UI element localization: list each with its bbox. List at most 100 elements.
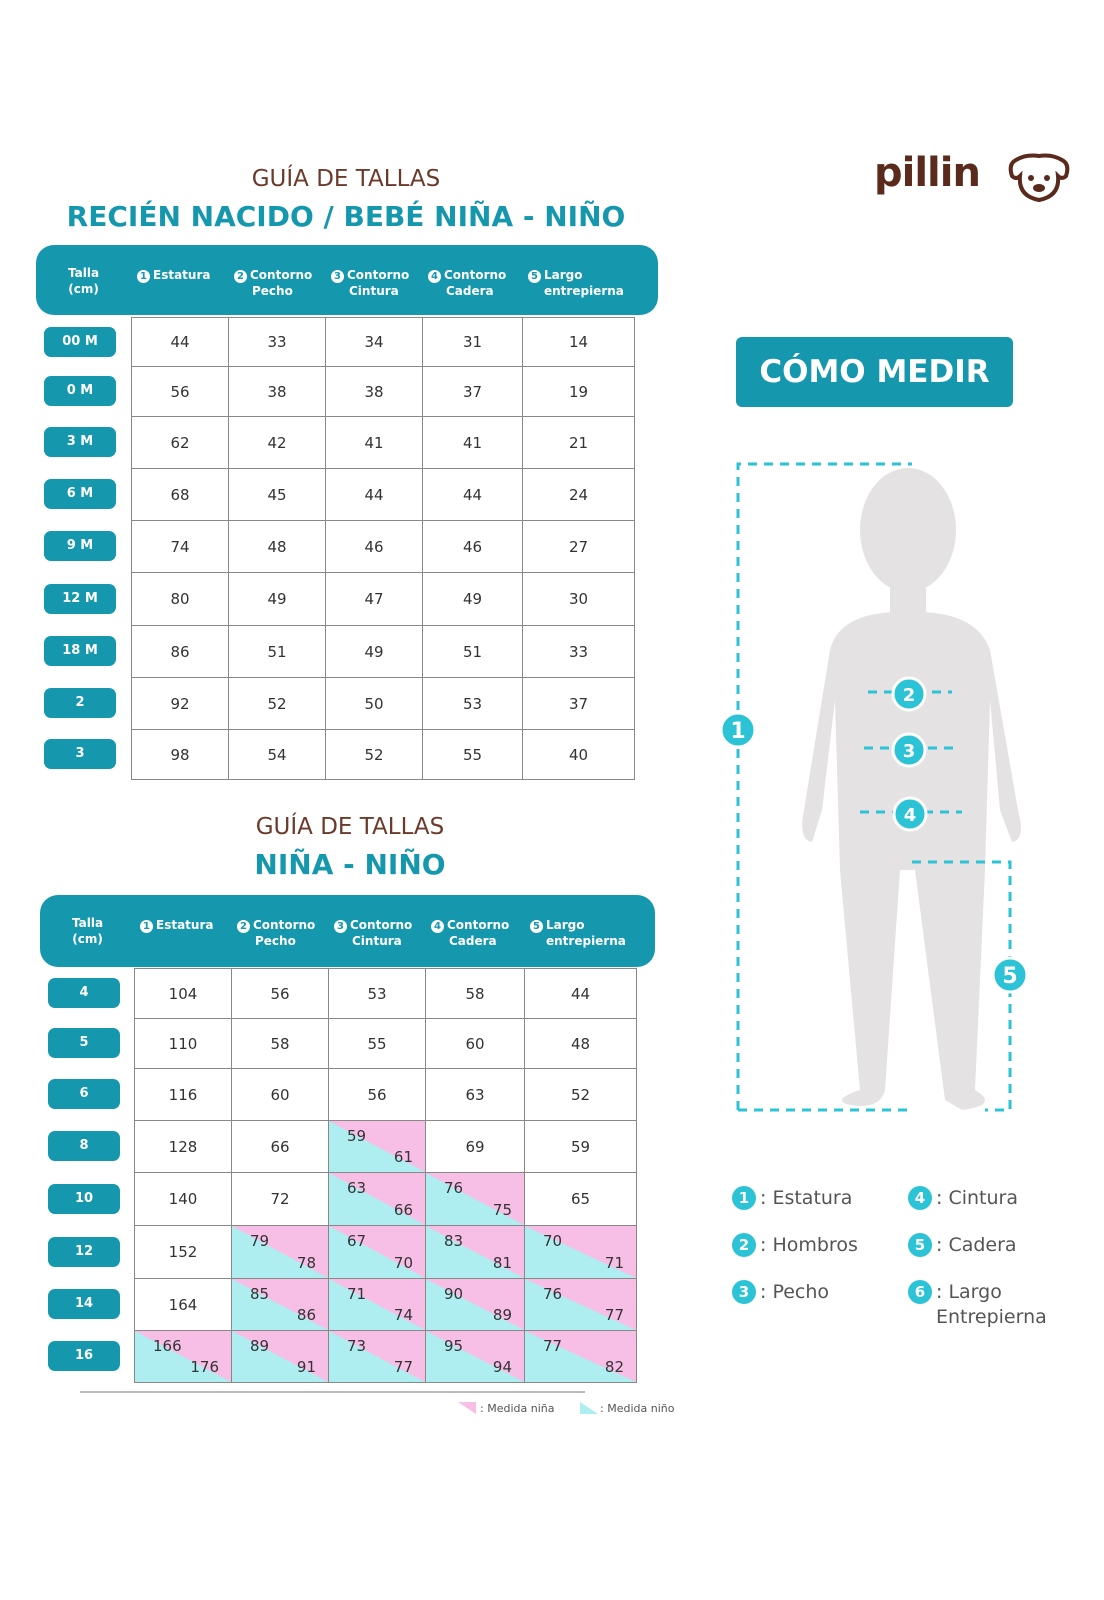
boy-value: 77	[393, 1358, 413, 1376]
table-cell: 56	[231, 968, 329, 1019]
girl-value: 89	[250, 1337, 270, 1355]
header-line2: Pecho	[252, 284, 293, 298]
girl-value: 79	[250, 1232, 270, 1250]
header-line2: entrepierna	[544, 284, 624, 298]
dog-face-icon	[1008, 153, 1070, 203]
size-label: 8	[48, 1131, 120, 1161]
column-number-icon: 2	[234, 270, 247, 283]
table-cell: 68	[131, 468, 229, 521]
table-cell: 48	[524, 1018, 637, 1069]
table-cell: 33	[522, 625, 635, 678]
size-label: 2	[44, 688, 116, 718]
table-cell: 38	[228, 366, 326, 417]
size-label: 00 M	[44, 326, 116, 357]
table-cell: 53	[422, 677, 523, 730]
table-cell: 21	[522, 416, 635, 469]
boy-value: 89	[492, 1306, 512, 1324]
boy-value: 81	[492, 1254, 512, 1272]
size-label: 4	[48, 978, 120, 1008]
split-cell: 73 77	[328, 1330, 426, 1383]
table-cell: 69	[425, 1120, 525, 1173]
legend-girl: : Medida niña	[480, 1402, 555, 1415]
table-cell: 110	[134, 1018, 232, 1069]
size-label: 12	[48, 1236, 120, 1267]
girl-value: 83	[444, 1232, 464, 1250]
table-cell: 56	[131, 366, 229, 417]
girl-value: 67	[347, 1232, 367, 1250]
boy-value: 86	[296, 1306, 316, 1324]
table-cell: 49	[325, 625, 423, 678]
table-cell: 60	[425, 1018, 525, 1069]
table-header: Talla (cm) 1 Estatura 2 Contorno Pecho 3 Contorn…	[40, 895, 655, 967]
split-cell: 95 94	[425, 1330, 525, 1383]
girl-value: 95	[444, 1337, 464, 1355]
boy-value: 74	[393, 1306, 413, 1324]
girl-value: 59	[347, 1127, 367, 1145]
table-cell: 152	[134, 1225, 232, 1279]
column-number-icon: 5	[528, 270, 541, 283]
girl-swatch	[458, 1402, 476, 1414]
table-cell: 44	[131, 317, 229, 367]
header-line2: Cadera	[449, 934, 497, 948]
table1-subtitle: GUÍA DE TALLAS	[251, 166, 441, 192]
header-estatura: 1 Estatura	[137, 267, 210, 283]
svg-text:1: 1	[730, 719, 745, 744]
child-silhouette	[802, 468, 1021, 1110]
table-cell: 59	[524, 1120, 637, 1173]
column-number-icon: 5	[530, 920, 543, 933]
header-contorno-cadera: 4 Contorno Cadera	[428, 267, 506, 299]
table-cell: 54	[228, 729, 326, 780]
legend-item: 6: Largo Entrepierna	[908, 1280, 1066, 1330]
header-contorno-cadera: 4 Contorno Cadera	[431, 917, 509, 949]
boy-value: 82	[604, 1358, 624, 1376]
size-label: 10	[48, 1183, 120, 1214]
table-cell: 41	[422, 416, 523, 469]
table-cell: 98	[131, 729, 229, 780]
column-number-icon: 4	[428, 270, 441, 283]
split-cell: 90 89	[425, 1278, 525, 1331]
table-cell: 72	[231, 1172, 329, 1226]
size-label: 9 M	[44, 531, 116, 561]
how-to-measure-button[interactable]: CÓMO MEDIR	[736, 337, 1013, 407]
table-cell: 24	[522, 468, 635, 521]
table-cell: 56	[328, 1068, 426, 1121]
table-cell: 66	[231, 1120, 329, 1173]
table-header: Talla (cm) 1 Estatura 2 Contorno Pecho 3 Contorn…	[36, 245, 658, 315]
table-cell: 46	[422, 520, 523, 573]
table-cell: 55	[422, 729, 523, 780]
table1-title: RECIÉN NACIDO / BEBÉ NIÑA - NIÑO	[66, 200, 626, 233]
table-cell: 140	[134, 1172, 232, 1226]
size-label: 14	[48, 1289, 120, 1319]
table-cell: 53	[328, 968, 426, 1019]
header-talla: Talla (cm)	[68, 266, 100, 296]
table-cell: 60	[231, 1068, 329, 1121]
table-cell: 80	[131, 572, 229, 626]
table-cell: 63	[425, 1068, 525, 1121]
boy-value: 71	[604, 1254, 624, 1272]
size-label: 6 M	[44, 479, 116, 509]
child-silhouette-diagram: 1 2 3 4 5	[719, 462, 1029, 1112]
table-cell: 58	[425, 968, 525, 1019]
table-cell: 42	[228, 416, 326, 469]
size-label: 12 M	[44, 583, 116, 614]
column-number-icon: 3	[334, 920, 347, 933]
table-cell: 40	[522, 729, 635, 780]
column-number-icon: 3	[331, 270, 344, 283]
table-cell: 19	[522, 366, 635, 417]
number-badge-icon: 3	[732, 1280, 756, 1304]
header-contorno-pecho: 2 Contorno Pecho	[234, 267, 312, 299]
girl-value: 77	[543, 1337, 563, 1355]
table-cell: 44	[422, 468, 523, 521]
header-line2: Cintura	[352, 934, 402, 948]
girl-value: 166	[153, 1337, 182, 1355]
legend-label: : Cintura	[936, 1187, 1018, 1209]
split-cell: 85 86	[231, 1278, 329, 1331]
table-cell: 44	[524, 968, 637, 1019]
header-estatura: 1 Estatura	[140, 917, 213, 933]
table-cell: 41	[325, 416, 423, 469]
legend-item: 1: Estatura	[732, 1186, 852, 1211]
split-cell: 70 71	[524, 1225, 637, 1279]
table-cell: 45	[228, 468, 326, 521]
split-cell: 63 66	[328, 1172, 426, 1226]
boy-value: 78	[296, 1254, 316, 1272]
